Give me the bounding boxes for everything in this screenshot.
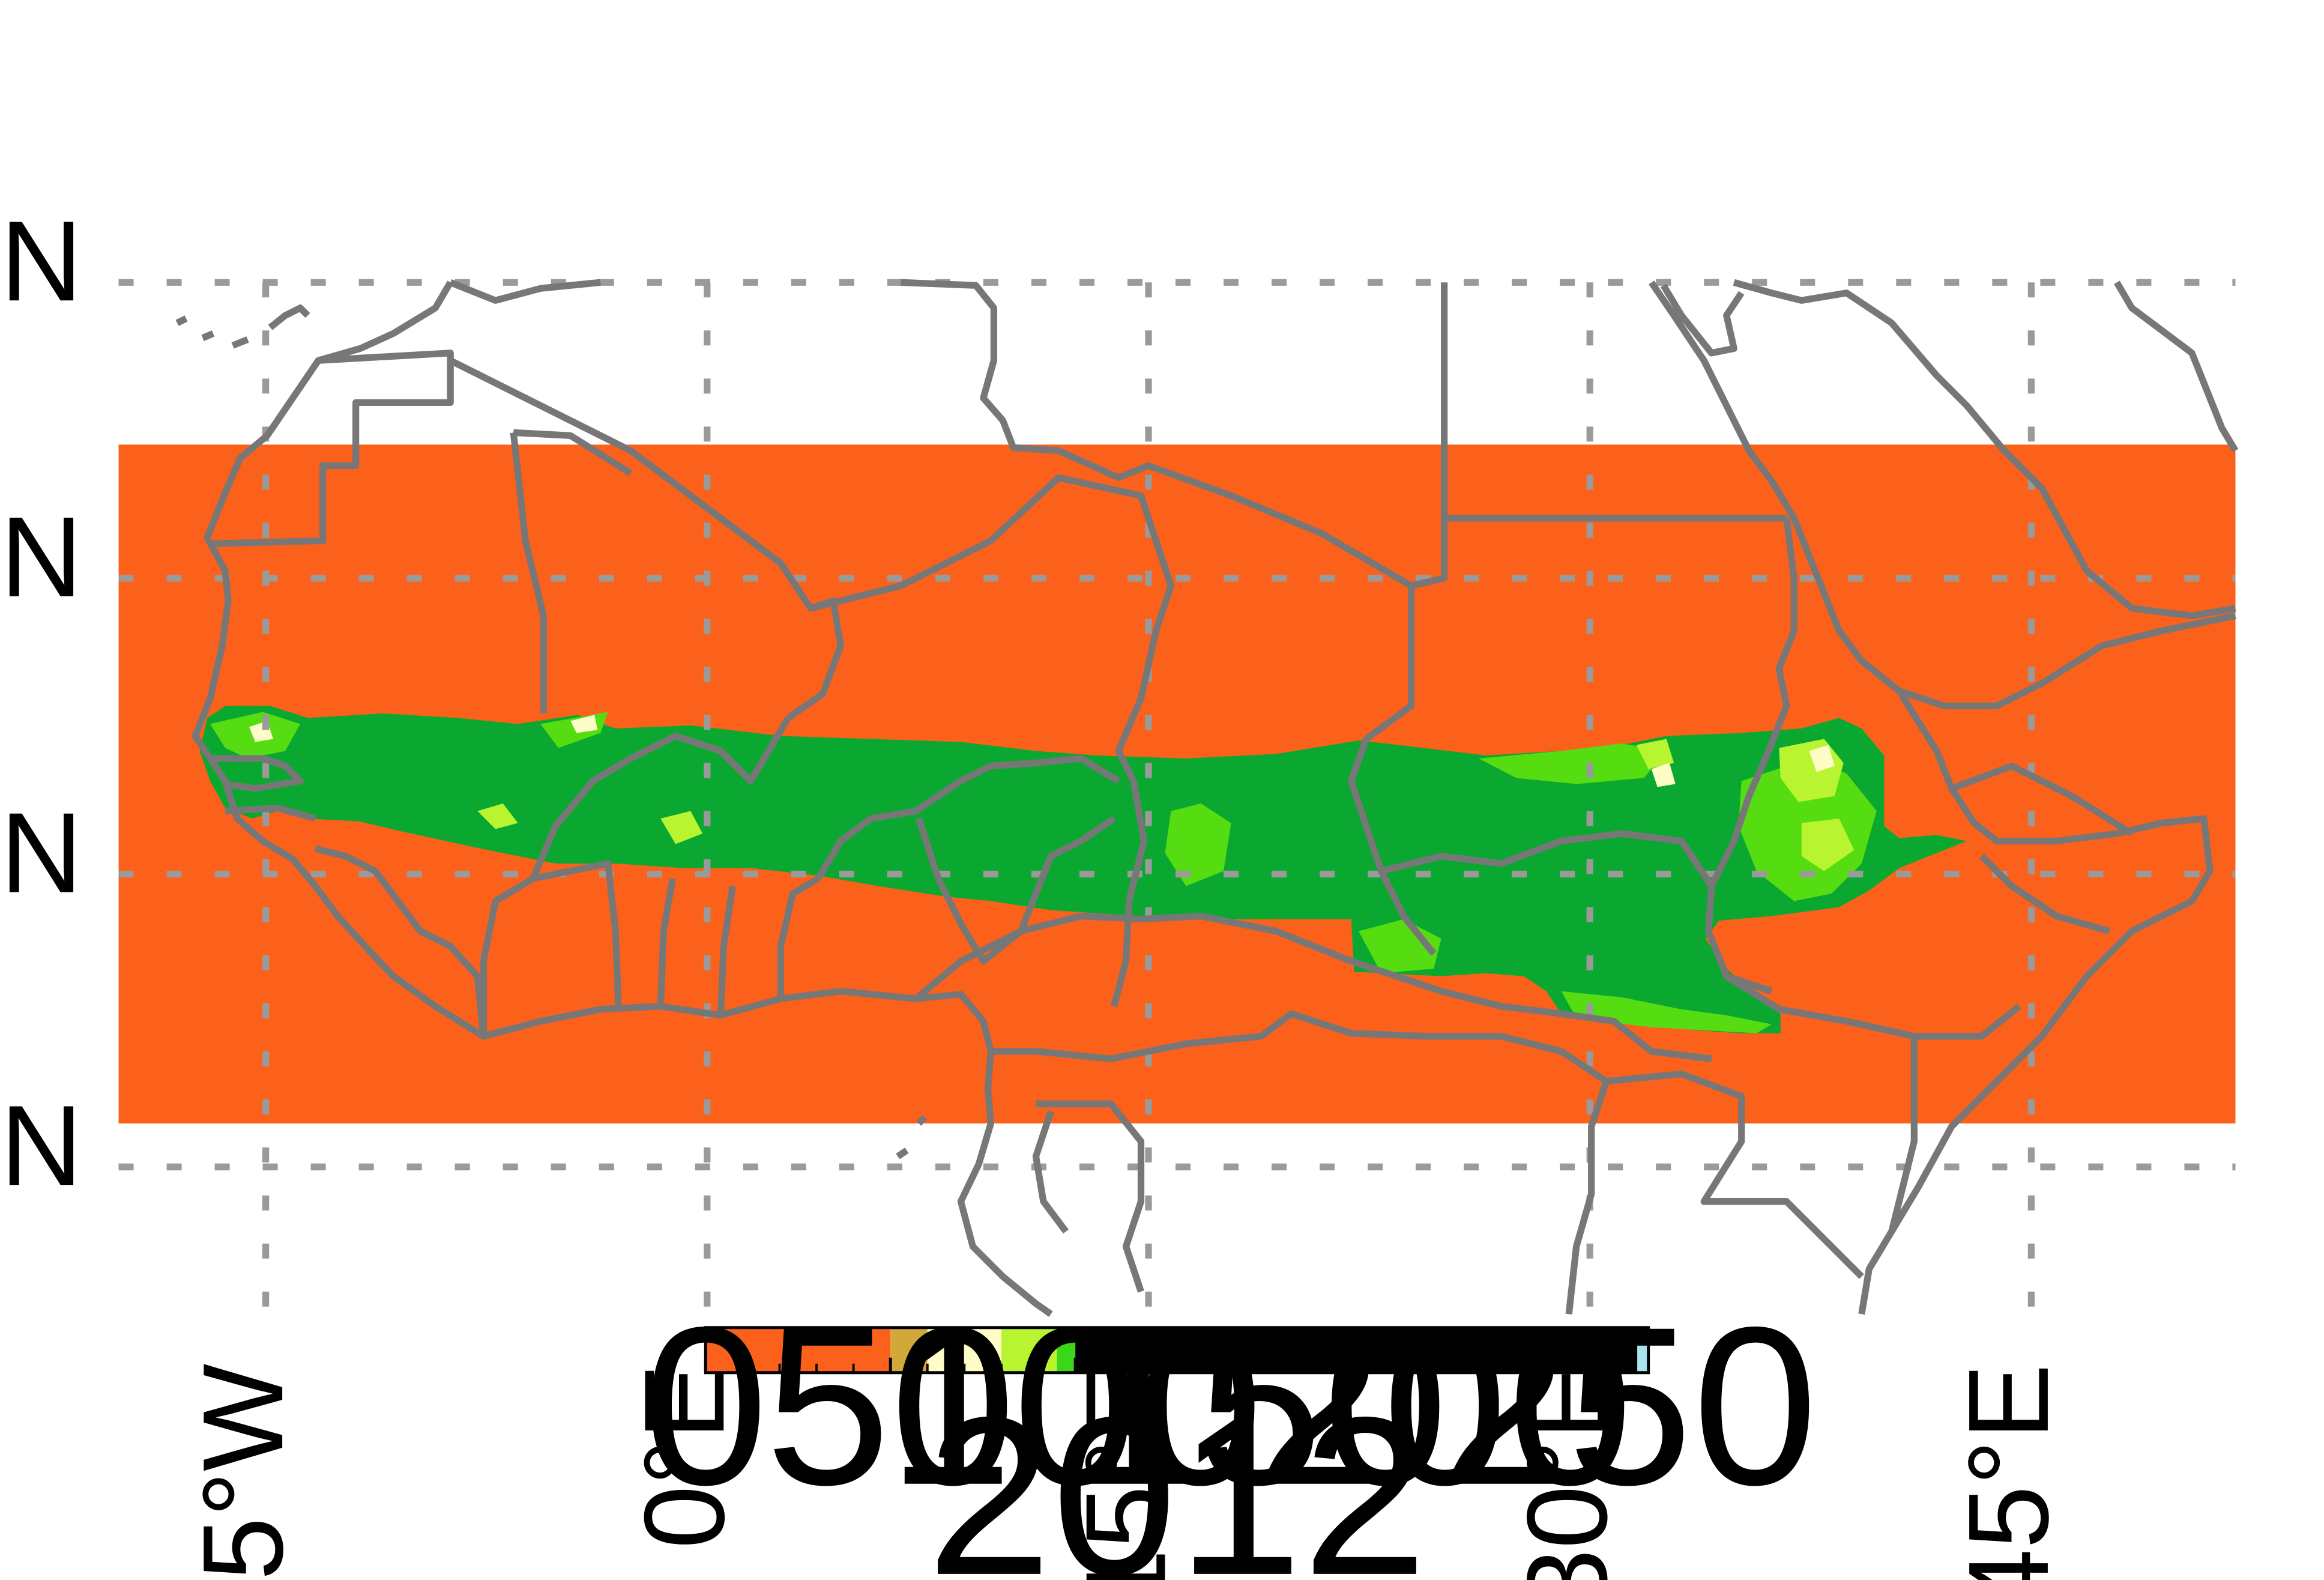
graticule	[118, 279, 2236, 1315]
coastline-north-africa	[449, 279, 1448, 590]
colorbar-frame	[704, 1326, 1650, 1375]
border-senegal-gambia	[210, 755, 316, 822]
border-congo	[991, 1010, 1610, 1315]
coastline-gulf	[2114, 280, 2239, 453]
colorbar-segments	[705, 1327, 1649, 1373]
lon-label-30e: 30°E	[1504, 1364, 1631, 1580]
colorbar-tick-label: 0	[643, 1280, 768, 1532]
vegetation-pale-patch	[1636, 739, 1674, 769]
colorbar-tick-label: 100	[887, 1280, 1263, 1532]
colorbar-segment	[1637, 1327, 1649, 1373]
colorbar-segment	[1075, 1327, 1638, 1373]
lat-label-20n: 20°N	[0, 494, 83, 621]
coastline-arabia	[1733, 279, 2236, 620]
border-chad-sudan	[1347, 586, 1437, 956]
colorbar-tick-label: 200	[1257, 1280, 1633, 1532]
colorbar-segment	[890, 1327, 928, 1373]
border-mali-mauritania	[510, 429, 633, 713]
colorbar-segment	[1001, 1327, 1057, 1373]
colorbar-tick-label: 150	[1072, 1280, 1448, 1532]
lon-label-0e: 0°E	[621, 1364, 748, 1549]
sparse-patch	[570, 715, 598, 733]
lon-label-45e: 45°E	[1945, 1364, 2072, 1580]
border-sudan-south-sudan	[1380, 830, 1715, 888]
vegetation-pale-patch	[660, 811, 703, 844]
lon-label-15e: 15°E	[1063, 1364, 1190, 1580]
vegetation-light-patch	[1165, 804, 1231, 886]
border-drc-south	[1032, 1100, 1145, 1293]
border-tanzania	[1606, 1070, 1864, 1279]
longitude-labels: 15°W 0°E 15°E 30°E 45°E	[180, 1364, 2072, 1580]
vegetation-pale-patch	[1801, 819, 1855, 871]
sparse-patch	[1651, 763, 1676, 787]
country-borders	[175, 279, 2239, 1317]
vegetation-band	[199, 706, 1967, 1034]
border-niger-chad	[809, 474, 1175, 1008]
colorbar-segment	[1057, 1327, 1076, 1373]
border-burkina-mali	[530, 716, 1120, 880]
lat-label-30n: 30°N	[0, 198, 83, 325]
border-somalia-kenya	[1888, 853, 2110, 1233]
border-kenya-ethiopia	[1724, 973, 2021, 1040]
border-gulf-of-guinea-states	[314, 845, 820, 1037]
border-central-africa	[913, 912, 1712, 1062]
colorbar-title: 2012	[926, 1370, 1427, 1580]
coastline-west-africa	[192, 280, 1053, 1317]
lat-label-0n: 0°N	[0, 1082, 83, 1209]
coastline-red-sea-east-africa	[1649, 280, 2214, 1315]
border-ethiopia-somalia	[1898, 612, 2236, 837]
lat-label-10n: 10°N	[0, 790, 83, 917]
sparse-patch	[1809, 745, 1835, 772]
border-nigeria-cameroon	[916, 816, 1116, 965]
colorbar-segment	[705, 1327, 891, 1373]
border-mali-algeria	[448, 357, 844, 721]
vegetation-pale-patch	[477, 804, 518, 829]
border-sudan-eritrea-ethiopia	[1705, 518, 1797, 994]
colorbar-tick-label: 250	[1442, 1280, 1818, 1532]
coastline-sinai	[1660, 283, 1745, 357]
colorbar-tick-label: 50	[765, 1280, 1016, 1532]
island-bioko	[896, 1115, 928, 1160]
vegetation-light-patch	[1479, 743, 1667, 784]
lon-label-15w: 15°W	[180, 1364, 307, 1580]
latitude-labels: 30°N 20°N 10°N 0°N	[0, 198, 83, 1209]
canary-islands	[175, 304, 310, 349]
vegetation-dark	[199, 706, 1967, 1034]
